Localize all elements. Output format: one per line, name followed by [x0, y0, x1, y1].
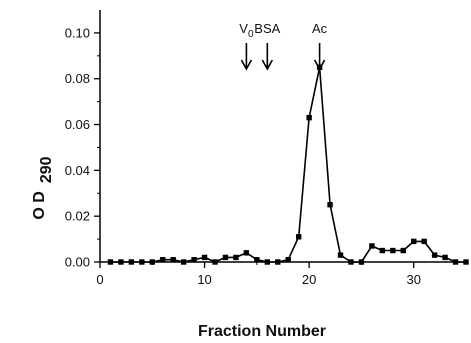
data-point [254, 257, 260, 263]
annotation-arrow-head [240, 59, 253, 71]
svg-text:O D290: O D 290 [31, 156, 55, 219]
annotation-arrow-head [313, 59, 326, 71]
data-point [390, 247, 396, 254]
data-point [337, 252, 344, 258]
y-tick-label: 0.04 [65, 163, 90, 178]
data-point [107, 259, 114, 265]
data-point [358, 259, 365, 265]
chart-axes [99, 10, 466, 263]
annotation-marker: V0 [239, 21, 254, 71]
annotation-label: Ac [312, 21, 328, 36]
x-tick-label: 30 [406, 272, 420, 287]
data-point [411, 238, 417, 245]
y-axis-title-sub: 290 [38, 156, 55, 183]
data-point [118, 259, 124, 265]
data-point [442, 254, 448, 261]
chart-ticks: 0.00 0.02 0.04 0.06 0.08 0.10 0 10 20 30 [65, 25, 421, 287]
chart-annotations: V0 BSA Ac [239, 21, 328, 71]
data-point [431, 252, 438, 258]
x-tick-label: 0 [96, 272, 103, 287]
data-point [233, 254, 239, 261]
data-point [139, 259, 145, 265]
data-point [243, 250, 250, 256]
y-tick-label: 0.00 [65, 255, 90, 270]
data-point [149, 259, 155, 265]
data-point [452, 259, 459, 265]
series-line [110, 66, 466, 263]
data-point [222, 254, 229, 261]
data-point [379, 247, 386, 254]
annotation-marker: BSA [254, 21, 281, 71]
annotation-label: V0 [239, 21, 254, 40]
y-tick-label: 0.10 [65, 25, 90, 40]
y-axis-title: O D 290 [31, 156, 55, 219]
data-point [285, 257, 291, 263]
x-axis-title: Fraction Number [198, 323, 326, 340]
data-point [170, 257, 176, 263]
y-tick-label: 0.08 [65, 71, 90, 86]
y-tick-label: 0.02 [65, 209, 90, 224]
annotation-label: BSA [254, 21, 280, 36]
x-tick-label: 10 [197, 272, 211, 287]
data-point [160, 257, 166, 263]
y-axis-title-main: O D [31, 191, 48, 219]
annotation-subscript: 0 [248, 29, 254, 40]
data-point [180, 259, 187, 265]
y-tick-label: 0.06 [65, 117, 90, 132]
data-point [327, 202, 333, 208]
annotation-marker: Ac [312, 21, 328, 71]
data-point [212, 259, 218, 265]
data-point [264, 259, 271, 265]
chart-series [107, 64, 469, 265]
data-point [201, 254, 208, 261]
x-tick-label: 20 [302, 272, 316, 287]
data-point [191, 257, 197, 263]
annotation-arrow-head [261, 59, 274, 71]
data-point [400, 247, 406, 254]
data-point [421, 238, 427, 245]
data-point [275, 259, 281, 265]
data-point [306, 114, 312, 121]
data-point [369, 243, 375, 249]
data-point [128, 259, 135, 265]
data-point [348, 259, 354, 265]
data-point [463, 259, 469, 265]
data-point [295, 234, 302, 240]
